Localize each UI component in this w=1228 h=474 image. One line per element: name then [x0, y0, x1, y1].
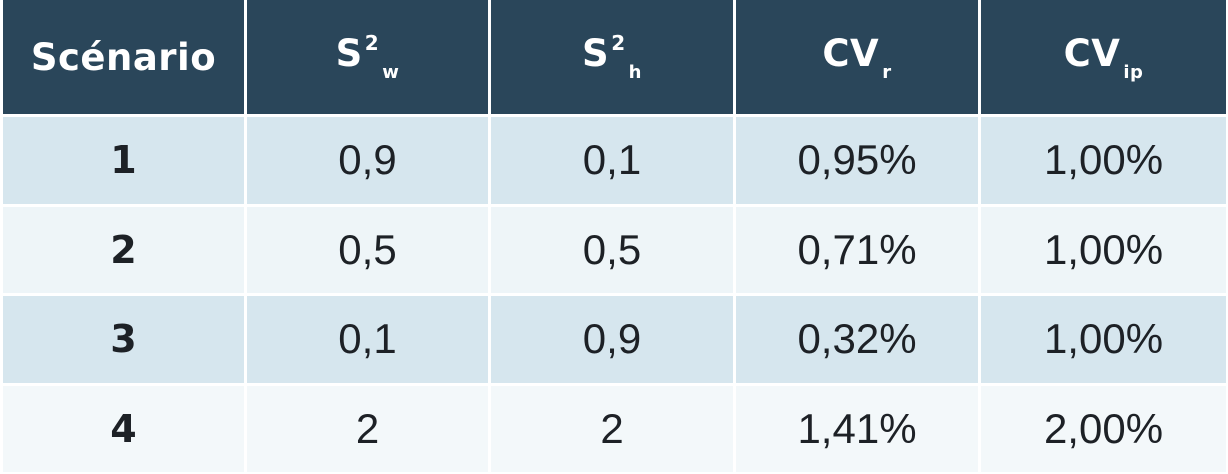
header-s2h-sub: h [628, 62, 642, 83]
cell-s2h: 2 [491, 385, 736, 472]
table-row: 4 2 2 1,41% 2,00% [3, 385, 1226, 472]
cell-cvr: 0,71% [736, 206, 981, 296]
header-s2w-sub: w [382, 62, 400, 83]
cell-cvr: 0,32% [736, 296, 981, 386]
table-row: 2 0,5 0,5 0,71% 1,00% [3, 206, 1226, 296]
header-s2h-base: S [582, 32, 610, 75]
cell-cvip: 2,00% [981, 385, 1226, 472]
cell-cvip: 1,00% [981, 117, 1226, 207]
cell-cvr: 0,95% [736, 117, 981, 207]
header-s2h-sup: 2 [611, 31, 626, 55]
header-cvip-base: CV [1063, 31, 1121, 75]
cell-cvip: 1,00% [981, 206, 1226, 296]
cell-scenario: 2 [3, 206, 247, 296]
header-cvr-sub: r [882, 61, 892, 83]
cell-cvip: 1,00% [981, 296, 1226, 386]
header-scenario-label: Scénario [30, 35, 217, 79]
cell-scenario: 4 [3, 385, 247, 472]
cell-s2w: 0,5 [247, 206, 491, 296]
cell-scenario: 3 [3, 296, 247, 386]
table-row: 3 0,1 0,9 0,32% 1,00% [3, 296, 1226, 386]
header-cvip-sub: ip [1123, 61, 1144, 83]
cell-scenario: 1 [3, 117, 247, 207]
header-s2h: S 2h [491, 0, 736, 117]
cell-s2h: 0,9 [491, 296, 736, 386]
header-cvr: CV r [736, 0, 981, 117]
cell-s2w: 0,1 [247, 296, 491, 386]
cell-s2h: 0,1 [491, 117, 736, 207]
header-cvip: CV ip [981, 0, 1226, 117]
table-row: 1 0,9 0,1 0,95% 1,00% [3, 117, 1226, 207]
header-cvr-base: CV [822, 31, 880, 75]
header-s2w: S 2w [247, 0, 491, 117]
cell-s2w: 0,9 [247, 117, 491, 207]
cell-s2w: 2 [247, 385, 491, 472]
header-row: Scénario S 2w S 2h CV r CV ip [3, 0, 1226, 117]
cell-cvr: 1,41% [736, 385, 981, 472]
scenario-table: Scénario S 2w S 2h CV r CV ip 1 0,9 [3, 0, 1226, 472]
cell-s2h: 0,5 [491, 206, 736, 296]
header-s2w-base: S [335, 32, 363, 75]
header-scenario: Scénario [3, 0, 247, 117]
header-s2w-sup: 2 [364, 31, 380, 55]
